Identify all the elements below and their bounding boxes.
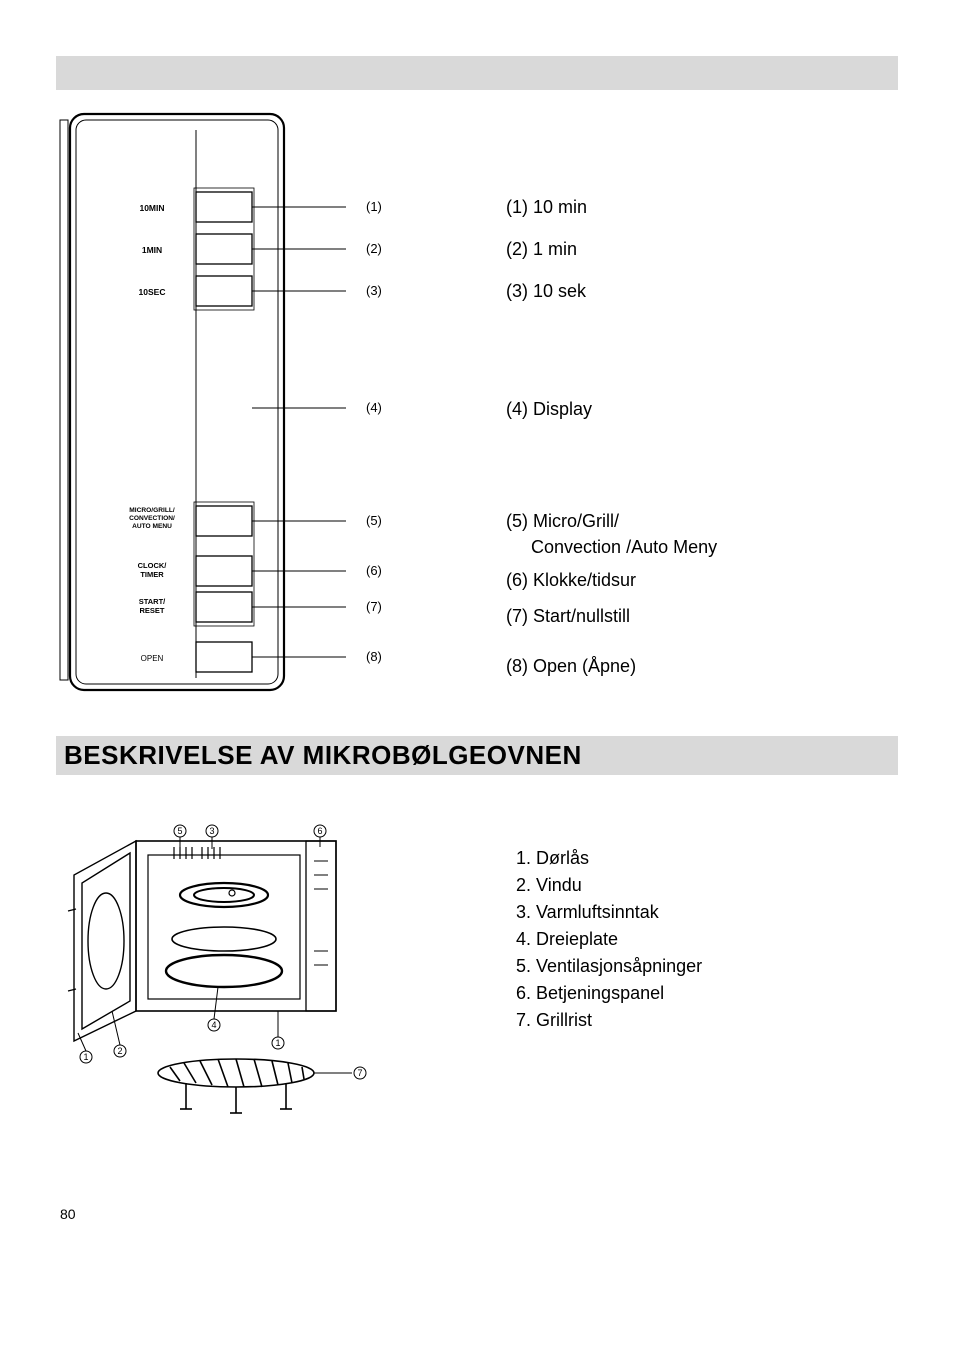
svg-text:4: 4 xyxy=(211,1020,216,1030)
label-start-2: RESET xyxy=(139,606,164,615)
legend-item-6: (6) Klokke/tidsur xyxy=(506,567,898,593)
label-1min: 1MIN xyxy=(142,245,162,255)
label-start-1: START/ xyxy=(139,597,166,606)
label-10min: 10MIN xyxy=(139,203,164,213)
control-panel-figure: 10MIN 1MIN 10SEC xyxy=(56,108,366,708)
top-gray-bar xyxy=(56,56,898,90)
panel-btn-mode: MICRO/GRILL/ CONVECTION/ AUTO MENU xyxy=(129,506,346,536)
label-open: OPEN xyxy=(141,654,164,663)
callout-3: (3) xyxy=(366,283,382,298)
callout-7: (7) xyxy=(366,599,382,614)
svg-text:1: 1 xyxy=(83,1052,88,1062)
svg-text:3: 3 xyxy=(209,826,214,836)
oven-legend-2: 2. Vindu xyxy=(516,872,898,899)
oven-legend-4: 4. Dreieplate xyxy=(516,926,898,953)
oven-figure: 5 3 6 4 1 2 xyxy=(56,801,396,1126)
callouts-column: (1) (2) (3) (4) (5) (6) (7) (8) xyxy=(366,108,466,708)
page-number: 80 xyxy=(56,1206,898,1222)
label-clock-2: TIMER xyxy=(140,570,164,579)
label-mode-2: CONVECTION/ xyxy=(129,515,175,522)
callout-1: (1) xyxy=(366,199,382,214)
callout-2: (2) xyxy=(366,241,382,256)
oven-svg: 5 3 6 4 1 2 xyxy=(56,801,396,1121)
control-panel-row: 10MIN 1MIN 10SEC xyxy=(56,108,898,708)
label-mode-1: MICRO/GRILL/ xyxy=(129,507,175,514)
panel-btn-10sec: 10SEC xyxy=(139,276,346,306)
legend-item-4: (4) Display xyxy=(506,396,898,422)
legend-item-5: (5) Micro/Grill/ xyxy=(506,508,898,534)
oven-legend-3: 3. Varmluftsinntak xyxy=(516,899,898,926)
label-mode-3: AUTO MENU xyxy=(132,523,172,530)
page-root: 10MIN 1MIN 10SEC xyxy=(0,0,954,1302)
callout-8: (8) xyxy=(366,649,382,664)
panel-btn-clock: CLOCK/ TIMER xyxy=(138,556,346,586)
panel-legend: (1) 10 min (2) 1 min (3) 10 sek (4) Disp… xyxy=(466,108,898,679)
label-10sec: 10SEC xyxy=(139,287,166,297)
callout-6: (6) xyxy=(366,563,382,578)
label-clock-1: CLOCK/ xyxy=(138,561,168,570)
panel-btn-start: START/ RESET xyxy=(139,592,346,622)
legend-item-3: (3) 10 sek xyxy=(506,278,898,304)
section-title-oven: BESKRIVELSE AV MIKROBØLGEOVNEN xyxy=(56,736,898,775)
svg-text:7: 7 xyxy=(357,1068,362,1078)
oven-legend-6: 6. Betjeningspanel xyxy=(516,980,898,1007)
legend-item-2: (2) 1 min xyxy=(506,236,898,262)
svg-text:6: 6 xyxy=(317,826,322,836)
svg-text:2: 2 xyxy=(117,1046,122,1056)
panel-btn-10min: 10MIN xyxy=(139,192,346,222)
legend-item-5b: Convection /Auto Meny xyxy=(506,534,898,560)
callout-4: (4) xyxy=(366,400,382,415)
oven-legend: 1. Dørlås 2. Vindu 3. Varmluftsinntak 4.… xyxy=(396,801,898,1034)
oven-legend-7: 7. Grillrist xyxy=(516,1007,898,1034)
legend-item-7: (7) Start/nullstill xyxy=(506,603,898,629)
panel-btn-open: OPEN xyxy=(141,642,346,672)
legend-item-8: (8) Open (Åpne) xyxy=(506,653,898,679)
oven-legend-5: 5. Ventilasjonsåpninger xyxy=(516,953,898,980)
legend-item-1: (1) 10 min xyxy=(506,194,898,220)
panel-btn-1min: 1MIN xyxy=(142,234,346,264)
svg-text:1: 1 xyxy=(275,1038,280,1048)
oven-legend-1: 1. Dørlås xyxy=(516,845,898,872)
svg-text:5: 5 xyxy=(177,826,182,836)
callout-5: (5) xyxy=(366,513,382,528)
oven-row: 5 3 6 4 1 2 xyxy=(56,801,898,1126)
control-panel-svg: 10MIN 1MIN 10SEC xyxy=(56,108,356,708)
